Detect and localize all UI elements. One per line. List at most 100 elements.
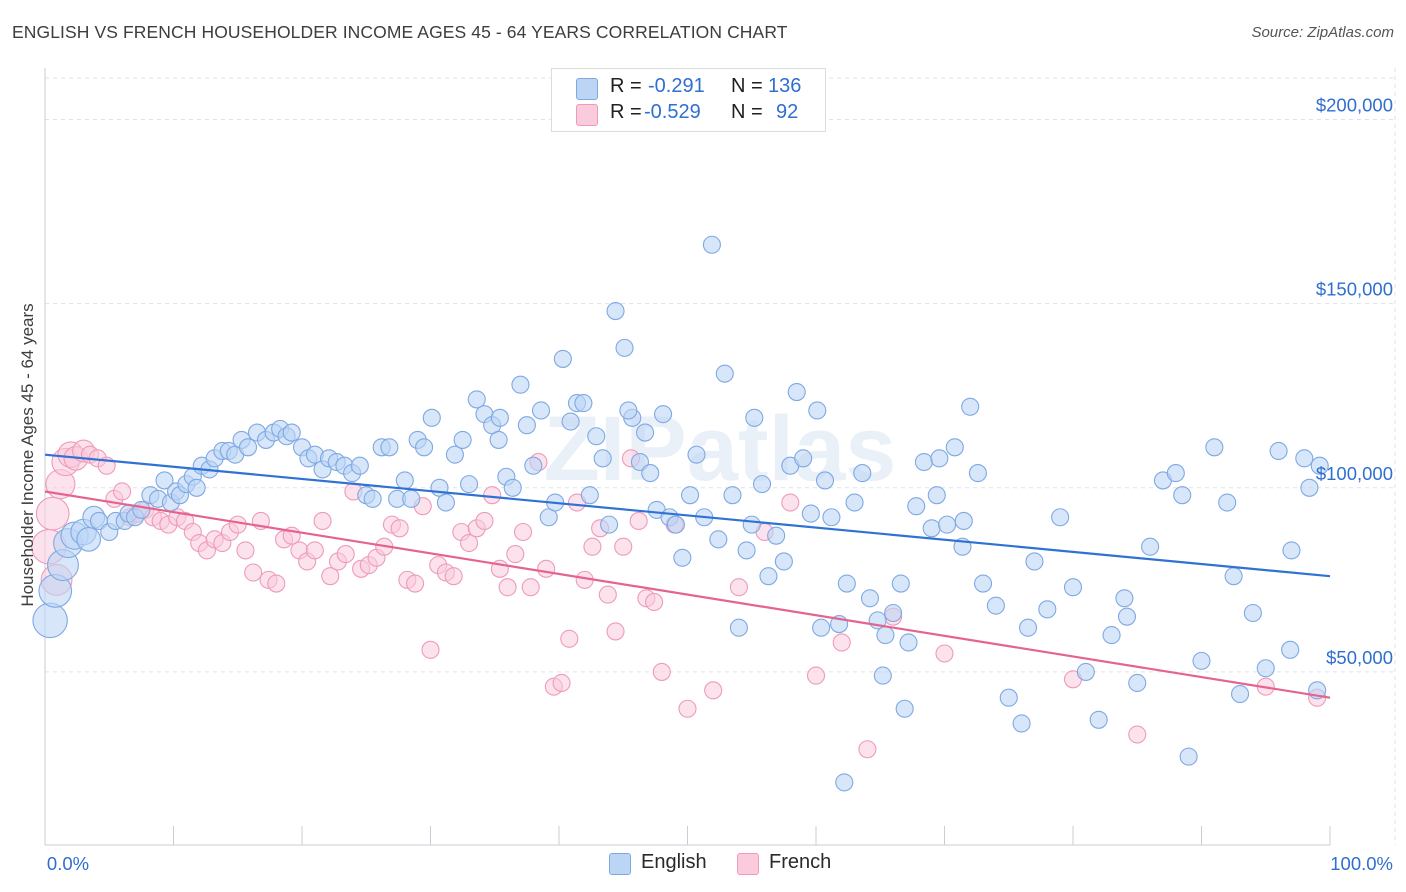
- english-point: [873, 666, 892, 685]
- english-point: [1192, 651, 1211, 670]
- english-point: [1205, 438, 1224, 457]
- english-point: [752, 475, 772, 494]
- english-point: [1117, 607, 1137, 626]
- english-point: [1141, 537, 1160, 556]
- french-point: [537, 559, 556, 578]
- tick-labels: $50,000 $100,000 $150,000 $200,000 0.0% 100.0…: [47, 95, 1393, 874]
- english-points: [32, 235, 1329, 792]
- french-point: [321, 567, 340, 586]
- french-point: [336, 545, 355, 564]
- french-point: [513, 522, 533, 542]
- french-point: [475, 511, 494, 530]
- english-point: [32, 602, 68, 639]
- english-point: [1018, 618, 1038, 637]
- english-point: [1089, 710, 1108, 729]
- french-point: [583, 537, 602, 556]
- english-point: [574, 394, 593, 413]
- english-n-label: N =: [731, 75, 763, 97]
- french-point: [313, 511, 332, 530]
- english-point: [681, 486, 700, 505]
- english-point: [1076, 662, 1095, 681]
- english-n-value: 136: [768, 75, 802, 97]
- english-point: [845, 493, 864, 512]
- french-point: [305, 541, 324, 560]
- english-point: [511, 375, 530, 394]
- english-point: [1282, 541, 1301, 560]
- axes: [44, 68, 1331, 846]
- french-points: [31, 439, 1327, 759]
- english-point: [363, 489, 382, 508]
- english-point: [787, 383, 806, 402]
- english-point: [1243, 603, 1262, 623]
- english-point: [580, 486, 599, 505]
- english-point: [561, 412, 580, 431]
- english-point: [1269, 441, 1288, 461]
- english-point: [467, 390, 486, 409]
- french-point: [645, 592, 664, 612]
- english-point: [1038, 600, 1057, 619]
- english-point: [1281, 640, 1300, 659]
- english-point: [930, 449, 949, 468]
- english-point: [968, 464, 987, 483]
- english-point: [1224, 567, 1243, 586]
- english-point: [899, 633, 918, 652]
- english-point: [600, 515, 619, 534]
- english-point: [973, 574, 993, 593]
- english-point: [517, 416, 536, 435]
- english-point: [615, 338, 634, 357]
- english-point: [155, 471, 174, 490]
- english-point: [723, 486, 742, 505]
- english-point: [835, 773, 854, 792]
- french-point: [552, 673, 571, 693]
- english-point: [884, 603, 903, 623]
- english-point: [1231, 684, 1250, 704]
- english-point: [999, 688, 1018, 707]
- english-point: [822, 508, 841, 527]
- french-point: [267, 574, 286, 593]
- english-point: [1128, 673, 1147, 693]
- french-point: [560, 629, 579, 648]
- watermark: ZIPatlas: [544, 398, 897, 500]
- english-point: [553, 349, 572, 368]
- french-point: [858, 740, 877, 759]
- english-point: [619, 401, 638, 420]
- french-point: [1128, 725, 1147, 744]
- english-point: [282, 423, 301, 442]
- english-point: [1310, 456, 1329, 475]
- english-point: [490, 408, 509, 427]
- english-trend-line: [44, 453, 1331, 578]
- french-point: [228, 515, 247, 534]
- english-point: [395, 471, 414, 490]
- english-point: [350, 456, 369, 475]
- french-point: [483, 486, 502, 505]
- english-point: [837, 574, 856, 593]
- english-point: [459, 475, 479, 494]
- english-point: [774, 552, 793, 571]
- english-point: [1102, 626, 1121, 645]
- french-point: [113, 482, 132, 501]
- english-point: [606, 301, 625, 321]
- french-legend-swatch: [737, 853, 759, 875]
- english-point: [945, 438, 964, 457]
- english-point: [641, 464, 660, 483]
- english-point: [927, 486, 946, 505]
- french-point: [406, 574, 425, 593]
- french-point: [678, 699, 697, 718]
- french-point: [806, 666, 826, 685]
- english-point: [489, 430, 508, 449]
- french-point: [606, 622, 625, 641]
- french-point: [459, 533, 479, 553]
- english-point: [238, 438, 258, 457]
- english-point: [415, 438, 434, 457]
- english-point: [587, 427, 606, 446]
- trend-lines: [44, 453, 1331, 699]
- english-point: [402, 489, 421, 508]
- english-point: [808, 401, 827, 420]
- english-point: [938, 515, 957, 534]
- french-n-label: N =: [731, 101, 763, 123]
- french-legend-label: French: [769, 851, 832, 873]
- english-point: [593, 449, 612, 468]
- french-swatch: [576, 104, 598, 126]
- source-note: Source: ZipAtlas.com: [1251, 24, 1394, 41]
- french-point: [444, 567, 463, 586]
